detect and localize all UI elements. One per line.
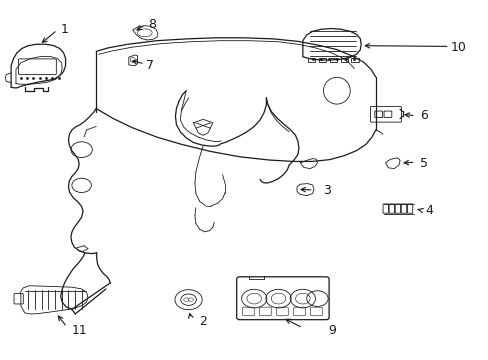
Text: 11: 11 <box>71 324 87 337</box>
Text: 9: 9 <box>327 324 335 337</box>
Text: 5: 5 <box>420 157 427 170</box>
Text: 10: 10 <box>449 41 466 54</box>
Text: 7: 7 <box>145 59 153 72</box>
Text: 6: 6 <box>420 109 427 122</box>
Text: 8: 8 <box>148 18 156 31</box>
Text: 3: 3 <box>323 184 330 197</box>
Text: 2: 2 <box>199 315 207 328</box>
Text: 1: 1 <box>61 23 68 36</box>
Text: 4: 4 <box>425 204 432 217</box>
